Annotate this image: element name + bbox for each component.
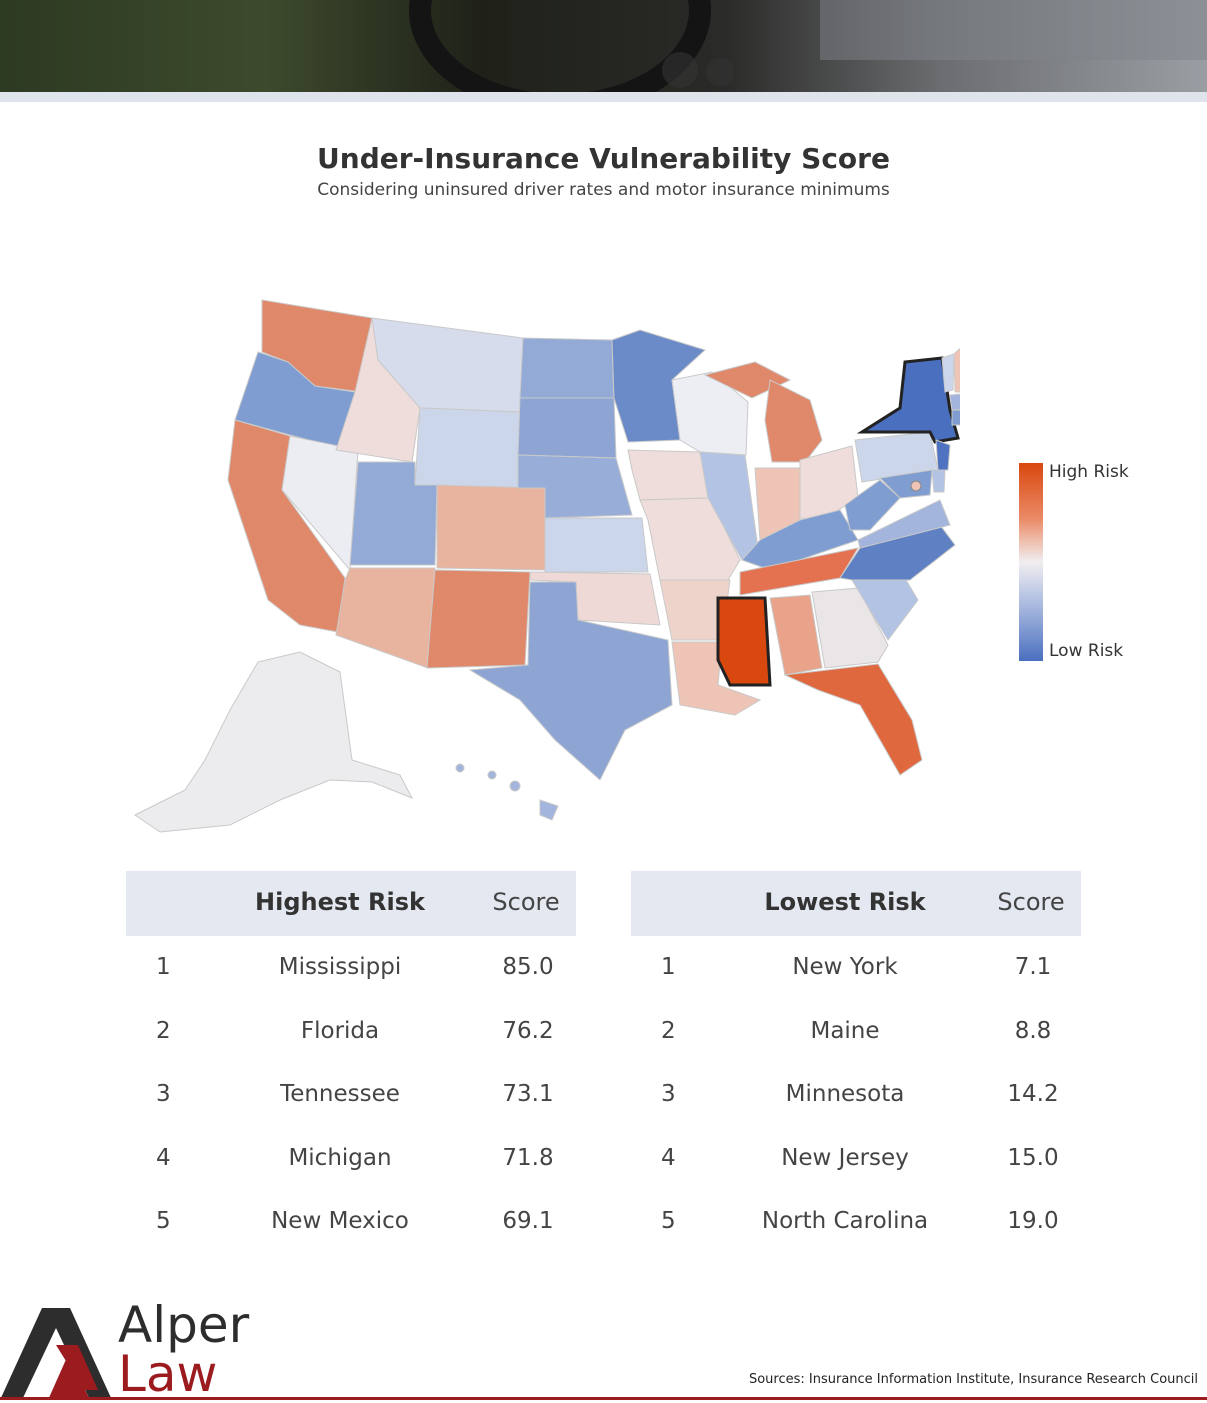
logo-word-alper: Alper [118, 1296, 250, 1354]
score-value: 8.8 [1014, 1017, 1052, 1044]
table-row: 1 Mississippi 85.0 [126, 936, 576, 1000]
us-risk-map [134, 299, 960, 833]
legend-high-label: High Risk [1049, 462, 1129, 482]
state-new-mexico [426, 569, 531, 669]
rank: 4 [156, 1144, 171, 1171]
state-michigan [764, 379, 823, 463]
sources-note: Sources: Insurance Information Institute… [748, 1372, 1198, 1387]
table-row: 2 Florida 76.2 [126, 1000, 576, 1064]
state-name: Tennessee [280, 1081, 400, 1107]
state-north-dakota [519, 337, 615, 399]
legend-low-label: Low Risk [1049, 641, 1124, 661]
state-dc [910, 480, 922, 492]
rank: 5 [156, 1208, 171, 1234]
state-west-virginia [844, 479, 901, 531]
car-interior-photo [409, 0, 1207, 92]
header-score: Score [997, 888, 1065, 916]
page-subtitle: Considering uninsured driver rates and m… [317, 180, 890, 200]
header-lowest-risk: Lowest Risk [764, 888, 926, 916]
state-kansas [544, 517, 649, 573]
rank: 1 [661, 954, 676, 980]
state-name: New Jersey [781, 1144, 909, 1171]
state-name: North Carolina [761, 1208, 929, 1234]
state-texas [468, 581, 673, 781]
score-value: 7.1 [1014, 954, 1052, 980]
score-value: 76.2 [502, 1017, 554, 1044]
table-row: 3 Minnesota 14.2 [631, 1063, 1081, 1127]
table-row: 4 New Jersey 15.0 [631, 1127, 1081, 1191]
state-hawaii-isles [455, 763, 465, 773]
state-name: Florida [300, 1017, 380, 1044]
table-row: 1 New York 7.1 [631, 936, 1081, 1000]
state-mississippi [716, 596, 772, 687]
state-name: New York [792, 954, 898, 980]
score-value: 73.1 [502, 1081, 554, 1107]
state-new-jersey [935, 439, 951, 471]
state-connecticut [951, 409, 960, 426]
state-new-york [856, 356, 960, 444]
table-row: 4 Michigan 71.8 [126, 1127, 576, 1191]
table-header: Highest Risk Score [126, 871, 576, 936]
alper-law-logo-icon [0, 1308, 112, 1400]
state-delaware [931, 469, 946, 493]
table-row: 5 New Mexico 69.1 [126, 1190, 576, 1254]
rank: 3 [661, 1081, 676, 1107]
state-wisconsin [671, 371, 749, 456]
state-alaska [134, 651, 414, 833]
score-value: 85.0 [502, 954, 554, 980]
state-ohio [799, 445, 859, 521]
table-row: 3 Tennessee 73.1 [126, 1063, 576, 1127]
rank: 3 [156, 1081, 171, 1107]
state-name: Maine [810, 1017, 880, 1044]
score-value: 15.0 [1007, 1144, 1059, 1171]
state-virginia [857, 499, 951, 549]
state-name: Minnesota [785, 1081, 905, 1107]
state-maryland [878, 469, 933, 499]
header-score: Score [492, 888, 560, 916]
table-header: Lowest Risk Score [631, 871, 1081, 936]
state-wyoming [414, 407, 521, 489]
state-new-hampshire [953, 347, 960, 393]
state-south-dakota [517, 397, 617, 459]
state-name: New Mexico [271, 1208, 409, 1234]
state-arizona [335, 567, 436, 669]
rank: 2 [156, 1017, 171, 1044]
table-row: 2 Maine 8.8 [631, 1000, 1081, 1064]
rank: 4 [661, 1144, 676, 1171]
rank: 5 [661, 1208, 676, 1234]
state-alabama [769, 594, 823, 676]
score-value: 69.1 [502, 1208, 554, 1234]
hero-divider [0, 92, 1207, 102]
state-georgia [811, 587, 889, 669]
state-hawaii [539, 799, 559, 821]
hero-image [0, 0, 1207, 92]
footer-accent-line [0, 1397, 1207, 1400]
header-highest-risk: Highest Risk [255, 888, 425, 916]
state-massachusetts [949, 393, 960, 411]
score-value: 19.0 [1007, 1208, 1059, 1234]
state-name: Mississippi [278, 954, 402, 980]
state-iowa [627, 449, 709, 501]
state-vermont [941, 353, 955, 393]
score-value: 14.2 [1007, 1081, 1059, 1107]
page-title: Under-Insurance Vulnerability Score [317, 142, 890, 175]
legend-color-scale [1019, 463, 1043, 661]
state-name: Michigan [288, 1144, 392, 1171]
score-value: 71.8 [502, 1144, 554, 1171]
logo-word-law: Law [118, 1345, 218, 1403]
table-row: 5 North Carolina 19.0 [631, 1190, 1081, 1254]
lowest-risk-table: Lowest Risk Score 1 New York 7.1 2 Maine 8.8… [631, 871, 1081, 1254]
highest-risk-table: Highest Risk Score 1 Mississippi 85.0 2 Flo… [126, 871, 576, 1254]
state-florida [783, 663, 923, 776]
state-colorado [436, 484, 546, 571]
rank: 2 [661, 1017, 676, 1044]
rank: 1 [156, 954, 171, 980]
